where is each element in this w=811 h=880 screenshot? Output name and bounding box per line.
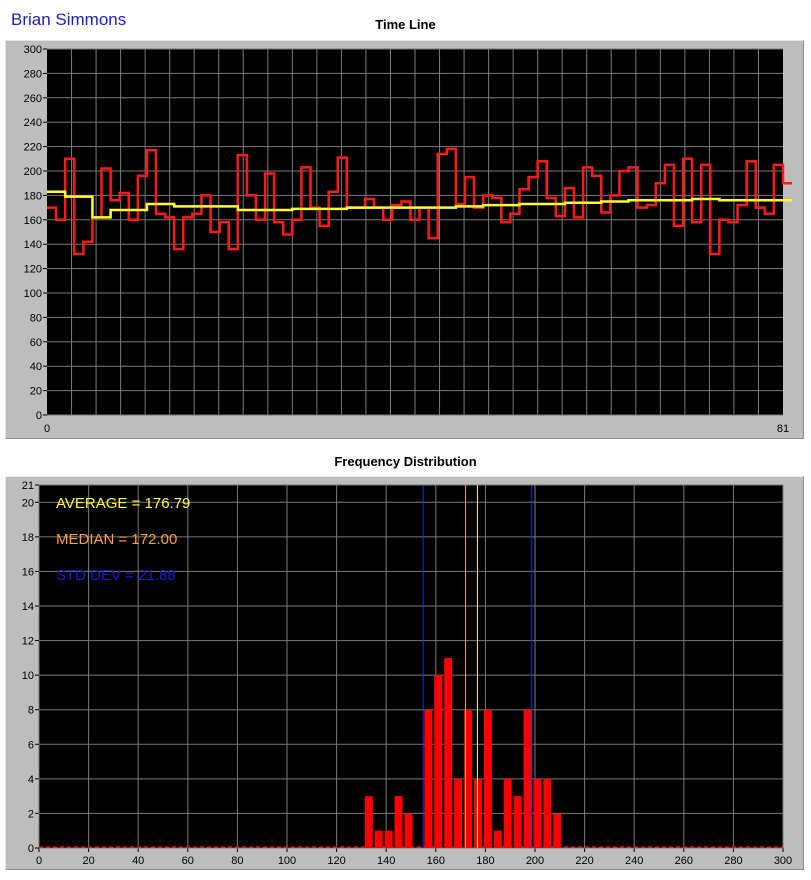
timeline-y-tick-label: 240	[24, 117, 42, 129]
distribution-y-tick-label: 14	[22, 601, 34, 613]
timeline-y-tick-label: 200	[24, 166, 42, 178]
distribution-bar	[553, 813, 562, 848]
distribution-plot-area	[39, 485, 783, 848]
user-name: Brian Simmons	[11, 10, 127, 29]
distribution-y-tick-label: 10	[22, 670, 34, 682]
average-annotation: AVERAGE = 176.79	[56, 495, 190, 512]
distribution-bar	[533, 778, 542, 848]
distribution-bar	[384, 830, 393, 848]
distribution-bar	[473, 778, 482, 848]
timeline-y-tick-label: 120	[24, 264, 42, 276]
timeline-y-tick-label: 0	[36, 410, 42, 422]
distribution-bar	[493, 830, 502, 848]
distribution-y-tick-label: 12	[22, 636, 34, 648]
timeline-y-tick-label: 180	[24, 190, 42, 202]
timeline-chart-title: Time Line	[375, 17, 436, 32]
timeline-y-tick-label: 140	[24, 239, 42, 251]
timeline-y-tick-label: 100	[24, 288, 42, 300]
distribution-chart: 0 20 40 60 80 100 120 140 160 180 200 220 240 260 280 3…	[22, 480, 792, 867]
distribution-x-tick-label: 300	[774, 855, 792, 867]
distribution-bar	[444, 657, 453, 848]
distribution-y-tick-label: 16	[22, 566, 34, 578]
distribution-x-tick-label: 220	[575, 855, 593, 867]
distribution-x-tick-label: 20	[82, 855, 94, 867]
distribution-y-tick-label: 6	[28, 739, 34, 751]
distribution-y-tick-label: 18	[22, 532, 34, 544]
timeline-y-tick-label: 60	[30, 337, 42, 349]
timeline-y-tick-label: 220	[24, 142, 42, 154]
distribution-x-tick-label: 180	[476, 855, 494, 867]
distribution-x-tick-label: 260	[675, 855, 693, 867]
distribution-y-tick-label: 0	[28, 843, 34, 855]
distribution-bar	[503, 778, 512, 848]
distribution-bar	[404, 813, 413, 848]
timeline-x-tick-label: 0	[44, 423, 50, 435]
timeline-y-tick-label: 260	[24, 93, 42, 105]
timeline-x-tick-label: 81	[777, 423, 789, 435]
timeline-y-tick-label: 40	[30, 361, 42, 373]
timeline-chart: 0 20 40 60 80 100 120 140 160 180 200 220 240 260 280 3…	[24, 44, 793, 435]
distribution-bar	[434, 675, 443, 848]
median-annotation: MEDIAN = 172.00	[56, 531, 177, 548]
timeline-average-series	[47, 190, 793, 219]
distribution-x-tick-label: 280	[724, 855, 742, 867]
distribution-x-tick-label: 240	[625, 855, 643, 867]
distribution-bar	[374, 830, 383, 848]
distribution-x-tick-label: 60	[182, 855, 194, 867]
distribution-y-tick-label: 4	[28, 774, 34, 786]
distribution-x-tick-label: 80	[231, 855, 243, 867]
timeline-y-tick-label: 280	[24, 68, 42, 80]
timeline-y-tick-label: 160	[24, 215, 42, 227]
distribution-y-tick-label: 20	[22, 497, 34, 509]
distribution-bar	[513, 796, 522, 848]
distribution-y-tick-label: 2	[28, 808, 34, 820]
timeline-y-tick-label: 20	[30, 386, 42, 398]
distribution-bar	[454, 778, 463, 848]
distribution-bar	[483, 709, 492, 848]
distribution-x-tick-label: 160	[427, 855, 445, 867]
distribution-y-tick-label: 21	[22, 480, 34, 492]
timeline-y-tick-label: 300	[24, 44, 42, 56]
distribution-bar	[543, 778, 552, 848]
distribution-x-tick-label: 40	[132, 855, 144, 867]
distribution-x-tick-label: 100	[278, 855, 296, 867]
distribution-bar	[464, 709, 473, 848]
distribution-y-tick-label: 8	[28, 705, 34, 717]
distribution-chart-title: Frequency Distribution	[334, 454, 477, 469]
distribution-bar	[394, 796, 403, 848]
timeline-y-tick-label: 80	[30, 312, 42, 324]
distribution-x-tick-label: 140	[377, 855, 395, 867]
distribution-x-tick-label: 0	[36, 855, 42, 867]
distribution-bar	[424, 709, 433, 848]
distribution-bar	[364, 796, 373, 848]
distribution-x-tick-label: 120	[327, 855, 345, 867]
std-dev-annotation: STD DEV = 21.88	[56, 567, 176, 584]
timeline-chart-panel: 0 20 40 60 80 100 120 140 160 180 200 220 240 260 280 3…	[5, 40, 804, 439]
distribution-x-tick-label: 200	[526, 855, 544, 867]
distribution-chart-panel: 0 20 40 60 80 100 120 140 160 180 200 220 240 260 280 3…	[5, 476, 804, 870]
distribution-bar	[523, 709, 532, 848]
